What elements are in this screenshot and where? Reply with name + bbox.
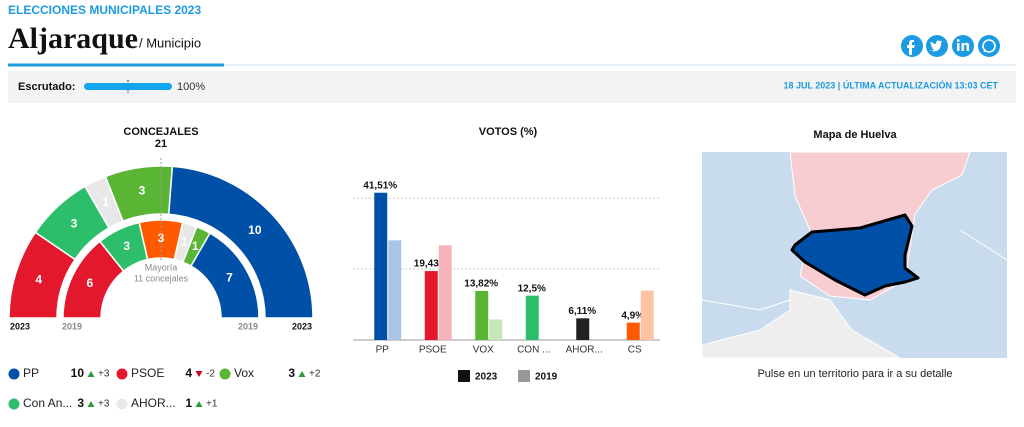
value-label: 41,51% <box>363 180 397 191</box>
map-neighbor-region[interactable] <box>701 289 902 359</box>
bar <box>424 271 438 340</box>
section-label: ELECCIONES MUNICIPALES 2023 <box>8 3 201 17</box>
legend-change: -2 <box>206 369 215 380</box>
map-border <box>959 229 1008 261</box>
legend-change: +3 <box>98 369 110 380</box>
legend-swatch <box>219 368 231 380</box>
legend-seats: 10 <box>71 366 85 380</box>
legend-label: 2023 <box>475 372 498 383</box>
status-bar <box>8 71 1016 103</box>
year-label: 2019 <box>62 321 82 331</box>
map-title: Mapa de Huelva <box>813 129 897 141</box>
legend-name: AHOR... <box>131 396 176 410</box>
seat-label: 4 <box>35 272 42 286</box>
legend-name: Con An... <box>23 396 72 410</box>
share-twitter[interactable] <box>926 35 948 57</box>
seat-label: 1 <box>102 195 109 209</box>
seat-label: 10 <box>248 223 262 237</box>
legend-trend <box>298 371 306 377</box>
legend-swatch <box>518 370 530 382</box>
seat-label: 6 <box>86 276 93 290</box>
legend-change: +3 <box>98 399 110 410</box>
progress-fill <box>84 83 172 90</box>
x-tick-label: PP <box>376 345 390 356</box>
seat-label: 3 <box>123 239 130 253</box>
year-label: 2023 <box>292 321 312 331</box>
bar <box>626 322 640 340</box>
legend-seats: 3 <box>77 396 84 410</box>
value-label: 13,82% <box>464 279 498 290</box>
year-label: 2019 <box>238 321 258 331</box>
bar <box>438 245 452 340</box>
bar <box>475 290 489 340</box>
legend-swatch <box>116 398 128 410</box>
seats-total: 21 <box>155 138 167 150</box>
x-tick-label: AHOR... <box>566 345 603 356</box>
map-border <box>701 299 791 311</box>
x-tick-label: VOX <box>473 345 494 356</box>
majority-label: Mayoría <box>145 262 178 272</box>
value-label: 4,9% <box>621 310 644 321</box>
x-tick-label: PSOE <box>419 345 447 356</box>
map-caption: Pulse en un territorio para ir a su deta… <box>757 368 952 380</box>
bar <box>640 290 654 340</box>
legend-swatch <box>8 398 20 410</box>
seat-label: 7 <box>226 271 233 285</box>
bar <box>374 192 388 340</box>
seat-arc <box>167 165 314 319</box>
legend-label: 2019 <box>535 372 558 383</box>
page-subtitle: / Municipio <box>139 35 201 50</box>
legend-trend <box>195 371 203 377</box>
share-facebook[interactable] <box>901 35 923 57</box>
seat-arc <box>189 232 260 319</box>
legend-change: +2 <box>309 369 321 380</box>
seat-label: 1 <box>192 239 199 253</box>
x-tick-label: CS <box>628 345 642 356</box>
seats-title: CONCEJALES <box>123 126 198 138</box>
value-label: 12,5% <box>518 283 546 294</box>
map-municipality[interactable] <box>790 213 920 297</box>
votes-title: VOTOS (%) <box>479 126 538 138</box>
legend-seats: 4 <box>185 366 192 380</box>
seat-label: 1 <box>181 235 188 249</box>
bar <box>388 240 402 340</box>
legend-name: Vox <box>234 366 254 380</box>
legend-change: +1 <box>206 399 218 410</box>
bar <box>576 318 590 340</box>
legend-swatch <box>8 368 20 380</box>
majority-note: 11 concejales <box>134 273 189 283</box>
bar <box>525 295 539 340</box>
legend-swatch <box>458 370 470 382</box>
legend-trend <box>87 371 95 377</box>
bar <box>489 319 503 340</box>
value-label: 19,43% <box>414 259 448 270</box>
map[interactable] <box>701 151 1008 359</box>
update-time: 18 JUL 2023 | ÚLTIMA ACTUALIZACIÓN 13:03… <box>783 79 998 90</box>
legend-swatch <box>116 368 128 380</box>
legend-name: PSOE <box>131 366 164 380</box>
legend-trend <box>87 401 95 407</box>
legend-seats: 3 <box>288 366 295 380</box>
legend-name: PP <box>23 366 39 380</box>
value-label: 6,11% <box>568 306 596 317</box>
legend-trend <box>195 401 203 407</box>
seat-label: 3 <box>71 216 78 230</box>
status-label: Escrutado: <box>18 81 75 93</box>
progress-label: 100% <box>177 81 205 93</box>
year-label: 2023 <box>10 321 30 331</box>
legend-seats: 1 <box>185 396 192 410</box>
page-title: Aljaraque <box>8 22 138 55</box>
share-whatsapp[interactable] <box>978 35 1000 57</box>
share-linkedin[interactable] <box>952 35 974 57</box>
x-tick-label: CON ... <box>517 345 550 356</box>
seat-label: 3 <box>139 184 146 198</box>
